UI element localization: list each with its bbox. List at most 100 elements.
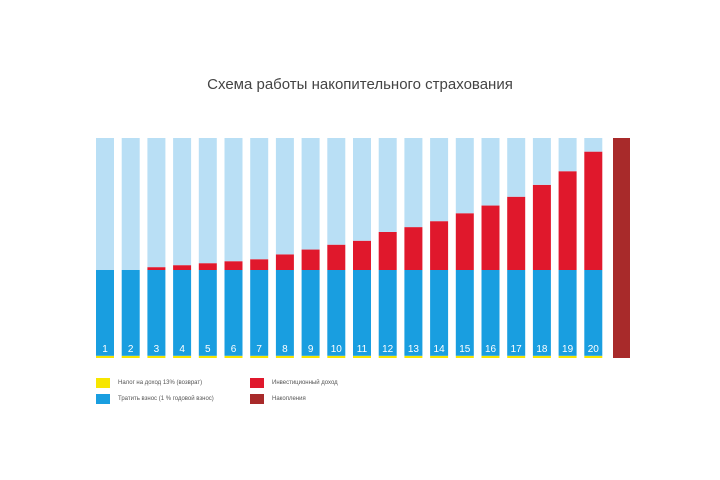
bar-segment-contribution-10: [327, 270, 346, 356]
bar-segment-capacity-3: [147, 138, 166, 268]
bar-segment-capacity-14: [430, 138, 449, 222]
legend-item-income: Инвестиционный доход: [250, 378, 338, 388]
legend-label-tax: Налог на доход 13% (возврат): [118, 380, 203, 386]
bar-label-5: 5: [205, 344, 211, 355]
bar-label-17: 17: [511, 344, 523, 355]
bar-segment-contribution-4: [173, 270, 192, 356]
bar-segment-contribution-7: [250, 270, 269, 356]
legend-label-contribution: Тратить взнос (1 % годовой взнос): [118, 396, 214, 402]
bar-segment-income-16: [481, 205, 500, 270]
bar-segment-income-15: [455, 213, 474, 270]
bar-segment-income-12: [378, 231, 397, 270]
legend-swatch-tax: [96, 378, 110, 388]
bar-segment-contribution-15: [455, 270, 474, 356]
bar-segment-contribution-3: [147, 270, 166, 356]
bar-label-4: 4: [179, 344, 185, 355]
legend-item-tax: Налог на доход 13% (возврат): [96, 378, 202, 388]
bar-segment-tax-9: [301, 355, 320, 358]
bar-segment-tax-14: [430, 355, 449, 358]
bar-segment-capacity-20: [584, 138, 603, 152]
bar-label-11: 11: [357, 344, 368, 355]
bar-label-18: 18: [536, 344, 548, 355]
bar-label-16: 16: [485, 344, 497, 355]
bar-label-3: 3: [154, 344, 160, 355]
bar-segment-income-17: [507, 196, 526, 270]
bar-segment-capacity-9: [301, 138, 320, 250]
bar-segment-capacity-6: [224, 138, 243, 262]
bar-segment-income-3: [147, 267, 166, 270]
bar-label-2: 2: [128, 344, 134, 355]
bar-segment-capacity-15: [455, 138, 474, 214]
bar-label-7: 7: [256, 344, 262, 355]
bar-label-13: 13: [408, 344, 420, 355]
bar-label-12: 12: [382, 344, 394, 355]
legend-label-total: Накопления: [272, 396, 306, 402]
bar-segment-capacity-17: [507, 138, 526, 197]
bar-segment-tax-8: [275, 355, 294, 358]
bar-segment-tax-3: [147, 355, 166, 358]
chart-title: Схема работы накопительного страхования: [207, 76, 513, 93]
bar-segment-tax-13: [404, 355, 423, 358]
bar-segment-tax-6: [224, 355, 243, 358]
bar-segment-capacity-16: [481, 138, 500, 206]
bar-segment-income-9: [301, 249, 320, 270]
bar-segment-capacity-11: [353, 138, 371, 241]
bar-label-20: 20: [588, 344, 600, 355]
legend-swatch-contribution: [96, 394, 110, 404]
bar-segment-contribution-14: [430, 270, 449, 356]
bar-segment-capacity-7: [250, 138, 269, 260]
bar-segment-tax-10: [327, 355, 346, 358]
bar-label-14: 14: [434, 344, 446, 355]
bar-label-15: 15: [459, 344, 471, 355]
bar-label-9: 9: [308, 344, 314, 355]
bar-segment-contribution-12: [378, 270, 397, 356]
bar-segment-capacity-5: [198, 138, 217, 264]
bar-segment-capacity-1: [96, 138, 114, 270]
bar-segment-tax-5: [198, 355, 217, 358]
bar-segment-capacity-8: [275, 138, 294, 255]
bar-segment-income-11: [353, 240, 371, 270]
bar-segment-contribution-18: [532, 270, 551, 356]
bar-segment-income-8: [275, 254, 294, 270]
bar-segment-contribution-17: [507, 270, 526, 356]
bar-segment-income-7: [250, 259, 269, 270]
bar-segment-contribution-11: [353, 270, 371, 356]
legend-label-income: Инвестиционный доход: [272, 380, 338, 386]
bar-segment-income-14: [430, 221, 449, 270]
bar-segment-contribution-5: [198, 270, 217, 356]
legend-item-contribution: Тратить взнос (1 % годовой взнос): [96, 394, 214, 404]
bar-label-6: 6: [231, 344, 237, 355]
bar-label-8: 8: [282, 344, 288, 355]
bar-segment-income-6: [224, 261, 243, 270]
bar-segment-income-20: [584, 151, 603, 270]
bar-segment-tax-4: [173, 355, 192, 358]
bar-segment-capacity-4: [173, 138, 192, 266]
bar-segment-income-13: [404, 227, 423, 270]
bar-segment-income-5: [198, 263, 217, 270]
bar-segment-income-4: [173, 265, 192, 270]
bar-segment-capacity-2: [121, 138, 140, 270]
bar-segment-tax-18: [532, 355, 551, 358]
legend-item-total: Накопления: [250, 394, 306, 404]
bar-label-10: 10: [331, 344, 343, 355]
bar-segment-income-19: [558, 171, 577, 270]
bar-segment-tax-16: [481, 355, 500, 358]
bar-segment-capacity-12: [378, 138, 397, 232]
bar-segment-contribution-20: [584, 270, 603, 356]
bar-segment-capacity-13: [404, 138, 423, 228]
bar-segment-contribution-1: [96, 270, 114, 356]
bar-segment-tax-17: [507, 355, 526, 358]
bar-segment-tax-1: [96, 355, 114, 358]
bar-segment-contribution-16: [481, 270, 500, 356]
bar-segment-income-18: [532, 184, 551, 270]
bar-segment-tax-20: [584, 355, 603, 358]
bar-segment-tax-11: [353, 355, 371, 358]
bar-segment-tax-12: [378, 355, 397, 358]
bar-segment-contribution-6: [224, 270, 243, 356]
bar-segment-tax-7: [250, 355, 269, 358]
bar-label-19: 19: [562, 344, 574, 355]
bar-label-1: 1: [102, 344, 108, 355]
legend-swatch-income: [250, 378, 264, 388]
bar-segment-capacity-10: [327, 138, 346, 245]
